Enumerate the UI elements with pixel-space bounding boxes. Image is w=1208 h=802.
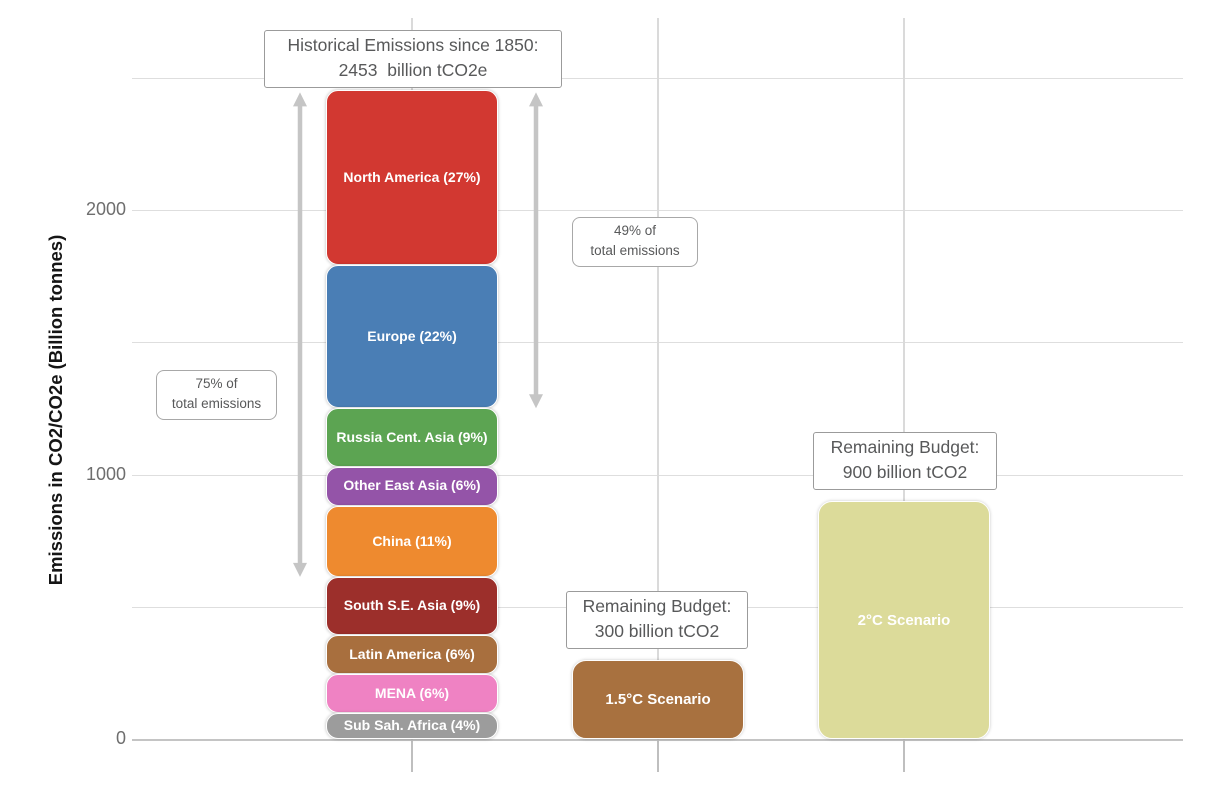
v-gridline: [657, 18, 659, 739]
bar-segment-south-s-e-asia: South S.E. Asia (9%): [326, 576, 498, 636]
annotation-line: 300 billion tCO2: [594, 621, 720, 641]
bar-segment-label: Russia Cent. Asia (9%): [336, 428, 488, 445]
bar-segment-label: Sub Sah. Africa (4%): [343, 717, 481, 734]
budget-1-5c-annotation: Remaining Budget: 300 billion tCO2: [566, 591, 748, 649]
bar-segment-other-east-asia: Other East Asia (6%): [326, 466, 498, 506]
bar-segment-label: Other East Asia (6%): [343, 477, 481, 494]
annotation-line: Remaining Budget:: [582, 596, 732, 616]
annotation-line: 75% of: [195, 376, 238, 391]
scenario-bar-2c: 2°C Scenario: [818, 501, 990, 739]
bar-segment-label: Europe (22%): [367, 328, 457, 345]
bar-segment-label: MENA (6%): [374, 684, 450, 701]
annotation-line: 900 billion tCO2: [842, 462, 968, 482]
pct75-annotation: 75% of total emissions: [156, 370, 277, 420]
historical-total-annotation: Historical Emissions since 1850: 2453 bi…: [264, 30, 562, 88]
annotation-line: total emissions: [590, 243, 680, 258]
y-tick-label: 2000: [85, 199, 126, 220]
scenario-bar-label: 1.5°C Scenario: [605, 690, 711, 708]
bar-segment-russia-cent-asia: Russia Cent. Asia (9%): [326, 408, 498, 467]
bar-segment-sub-sah-africa: Sub Sah. Africa (4%): [326, 713, 498, 739]
annotation-line: total emissions: [171, 396, 262, 411]
bar-segment-latin-america: Latin America (6%): [326, 635, 498, 675]
bar-segment-label: China (11%): [372, 532, 452, 549]
y-tick-label: 1000: [85, 463, 126, 484]
budget-2c-annotation: Remaining Budget: 900 billion tCO2: [813, 432, 997, 490]
annotation-line: 49% of: [613, 223, 657, 238]
annotation-line: 2453 billion tCO2e: [338, 60, 488, 80]
range-arrow-49pct: [529, 92, 543, 409]
bar-segment-label: Latin America (6%): [349, 646, 475, 663]
bar-segment-north-america: North America (27%): [326, 90, 498, 266]
range-arrow-75pct: [293, 92, 307, 577]
annotation-line: Historical Emissions since 1850:: [287, 35, 539, 55]
x-axis-tick: [657, 739, 659, 772]
pct49-annotation: 49% of total emissions: [572, 217, 698, 267]
scenario-bar-label: 2°C Scenario: [857, 611, 951, 629]
scenario-bar-1-5c: 1.5°C Scenario: [572, 659, 744, 739]
v-gridline: [903, 18, 905, 739]
bar-segment-china: China (11%): [326, 505, 498, 577]
bar-segment-mena: MENA (6%): [326, 674, 498, 714]
annotation-line: Remaining Budget:: [830, 437, 980, 457]
x-axis-tick: [903, 739, 905, 772]
bar-segment-label: North America (27%): [343, 169, 481, 186]
y-tick-label: 0: [115, 728, 126, 749]
bar-segment-label: South S.E. Asia (9%): [343, 597, 481, 614]
bar-segment-europe: Europe (22%): [326, 265, 498, 409]
x-axis-tick: [411, 739, 413, 772]
